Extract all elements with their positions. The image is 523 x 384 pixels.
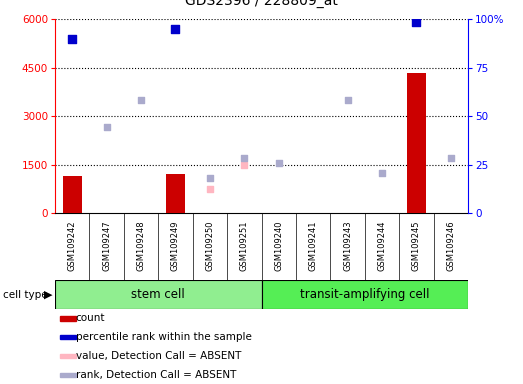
Text: cell type: cell type: [3, 290, 47, 300]
Point: [412, 19, 420, 25]
Text: GSM109247: GSM109247: [102, 220, 111, 271]
Point: [275, 160, 283, 166]
Bar: [60, 354, 76, 358]
Text: GSM109241: GSM109241: [309, 220, 317, 271]
Bar: [60, 372, 76, 377]
Bar: [60, 316, 76, 321]
Point: [378, 170, 386, 176]
Text: value, Detection Call = ABSENT: value, Detection Call = ABSENT: [76, 351, 241, 361]
Bar: [60, 335, 76, 339]
Text: GSM109249: GSM109249: [171, 220, 180, 271]
Text: GSM109240: GSM109240: [274, 220, 283, 271]
Point: [240, 162, 248, 168]
Bar: [166, 174, 185, 213]
Text: GSM109243: GSM109243: [343, 220, 352, 271]
Point: [206, 186, 214, 192]
Point: [447, 155, 455, 161]
Point: [68, 36, 76, 42]
Point: [240, 155, 248, 161]
Text: GSM109245: GSM109245: [412, 220, 421, 271]
FancyBboxPatch shape: [55, 280, 262, 309]
Bar: [63, 176, 82, 213]
Point: [206, 174, 214, 180]
Point: [137, 97, 145, 103]
Text: percentile rank within the sample: percentile rank within the sample: [76, 332, 252, 342]
Text: GSM109250: GSM109250: [206, 220, 214, 271]
Text: stem cell: stem cell: [131, 288, 185, 301]
Point: [103, 124, 111, 131]
Text: GSM109251: GSM109251: [240, 220, 249, 271]
Point: [344, 97, 352, 103]
Bar: [407, 73, 426, 213]
Text: ▶: ▶: [44, 290, 52, 300]
FancyBboxPatch shape: [262, 280, 468, 309]
Text: transit-amplifying cell: transit-amplifying cell: [300, 288, 429, 301]
Text: GSM109242: GSM109242: [67, 220, 77, 271]
Point: [171, 26, 179, 32]
Text: rank, Detection Call = ABSENT: rank, Detection Call = ABSENT: [76, 370, 236, 380]
Text: GSM109248: GSM109248: [137, 220, 145, 271]
Text: GDS2396 / 228809_at: GDS2396 / 228809_at: [185, 0, 338, 8]
Text: GSM109246: GSM109246: [446, 220, 456, 271]
Text: GSM109244: GSM109244: [378, 220, 386, 271]
Text: count: count: [76, 313, 105, 323]
